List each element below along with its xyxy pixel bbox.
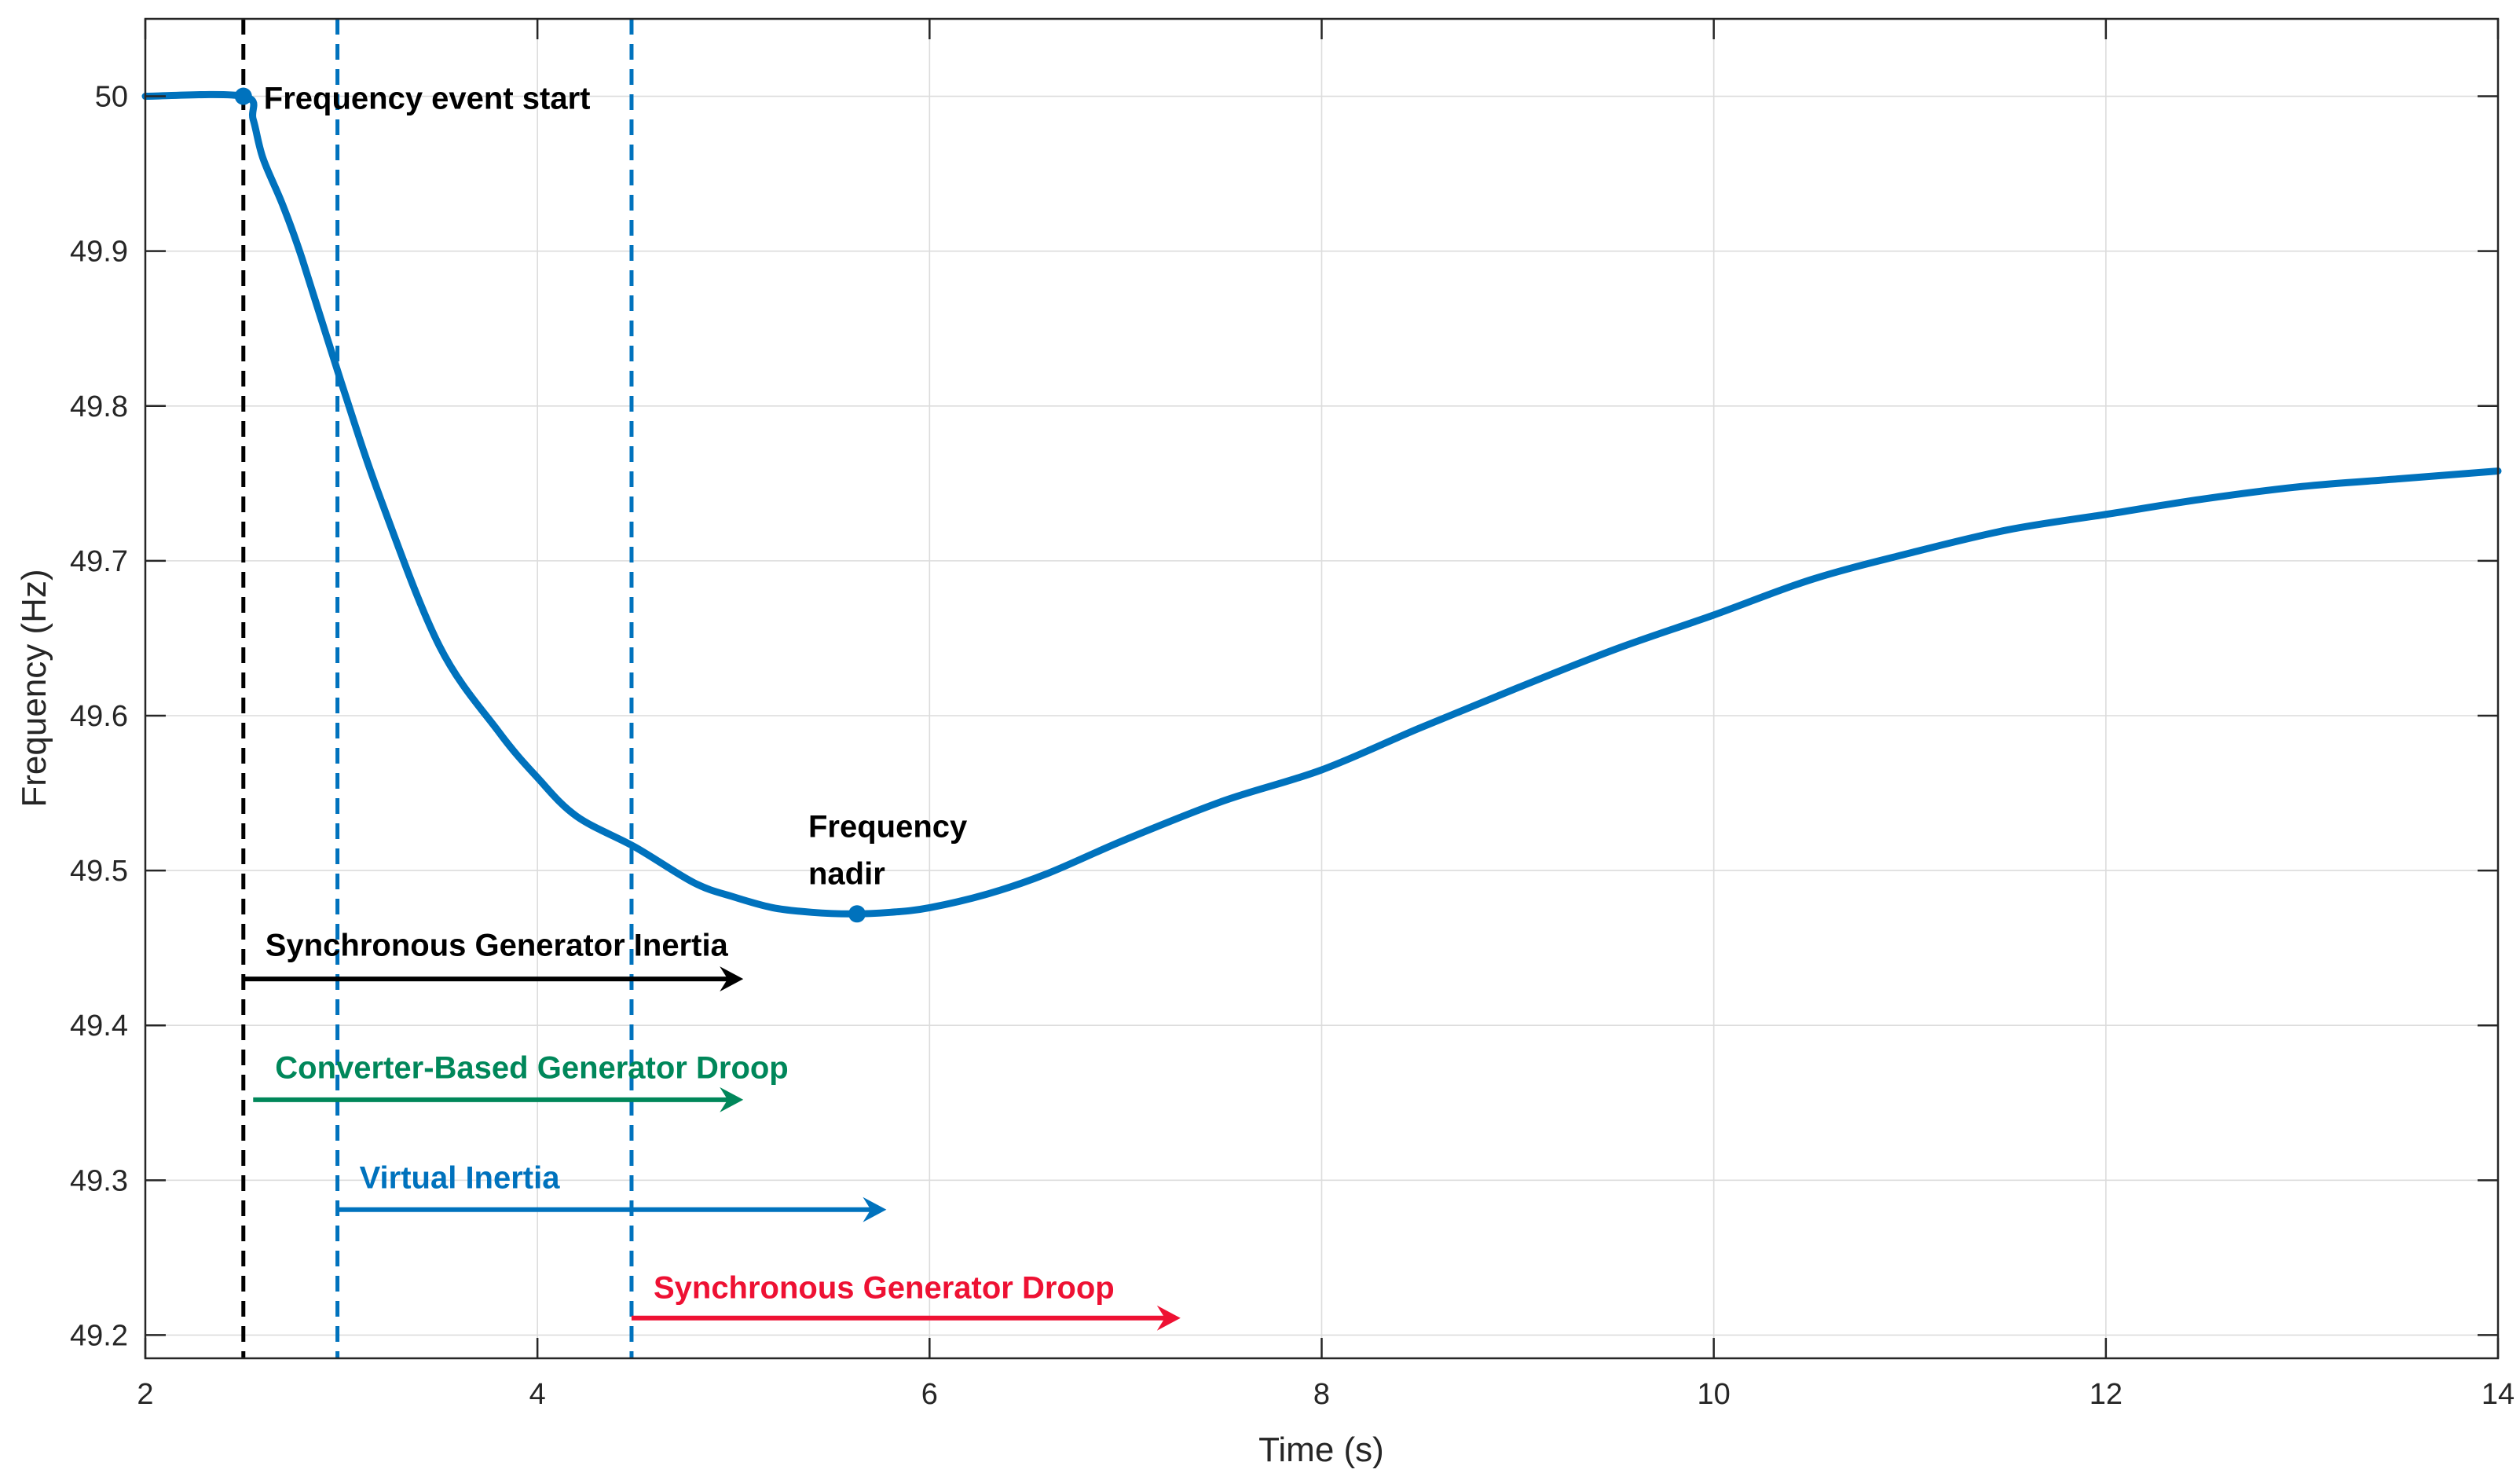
y-tick-label: 49.5 xyxy=(70,855,128,888)
frequency-series-line xyxy=(141,90,2502,918)
x-tick-label: 14 xyxy=(2482,1378,2515,1411)
y-tick-label: 50 xyxy=(95,81,128,114)
x-tick-label: 4 xyxy=(529,1378,546,1411)
grid-layer xyxy=(145,19,2499,1358)
x-tick-label: 12 xyxy=(2090,1378,2123,1411)
annotation-layer: Frequency event start Frequency nadir Synch… xyxy=(234,82,1181,1331)
nadir-label-line: Frequency xyxy=(808,809,968,844)
y-tick-label: 49.9 xyxy=(70,236,128,269)
nadir-label-line: nadir xyxy=(808,856,885,891)
x-axis-label: Time (s) xyxy=(1258,1431,1384,1469)
tick-layer: 2 4 6 8 10 12 14 49.2 49.3 49.4 49.5 49.6 49.7 49.8 49… xyxy=(70,19,2515,1411)
arrow-head xyxy=(720,966,744,992)
event-start-marker xyxy=(234,87,252,105)
y-axis-label: Frequency (Hz) xyxy=(15,569,53,807)
arrow-label: Virtual Inertia xyxy=(360,1160,561,1195)
arrow-head xyxy=(720,1086,744,1112)
x-tick-label: 2 xyxy=(137,1378,153,1411)
arrow-label: Synchronous Generator Inertia xyxy=(266,929,729,963)
y-tick-label: 49.8 xyxy=(70,390,128,423)
x-tick-label: 6 xyxy=(921,1378,938,1411)
arrow-label: Synchronous Generator Droop xyxy=(654,1270,1115,1305)
arrow-head xyxy=(1156,1305,1181,1331)
y-tick-label: 49.2 xyxy=(70,1319,128,1352)
x-tick-label: 10 xyxy=(1698,1378,1731,1411)
series-layer xyxy=(141,90,2502,918)
y-tick-label: 49.6 xyxy=(70,700,128,733)
y-tick-label: 49.4 xyxy=(70,1009,128,1042)
y-tick-label: 49.3 xyxy=(70,1164,128,1197)
nadir-marker xyxy=(848,905,866,923)
event-start-label: Frequency event start xyxy=(264,82,591,116)
arrow-head xyxy=(863,1196,887,1222)
arrow-label: Converter-Based Generator Droop xyxy=(275,1050,788,1085)
y-tick-label: 49.7 xyxy=(70,545,128,578)
x-tick-label: 8 xyxy=(1313,1378,1330,1411)
vertical-lines-layer xyxy=(241,19,634,1358)
